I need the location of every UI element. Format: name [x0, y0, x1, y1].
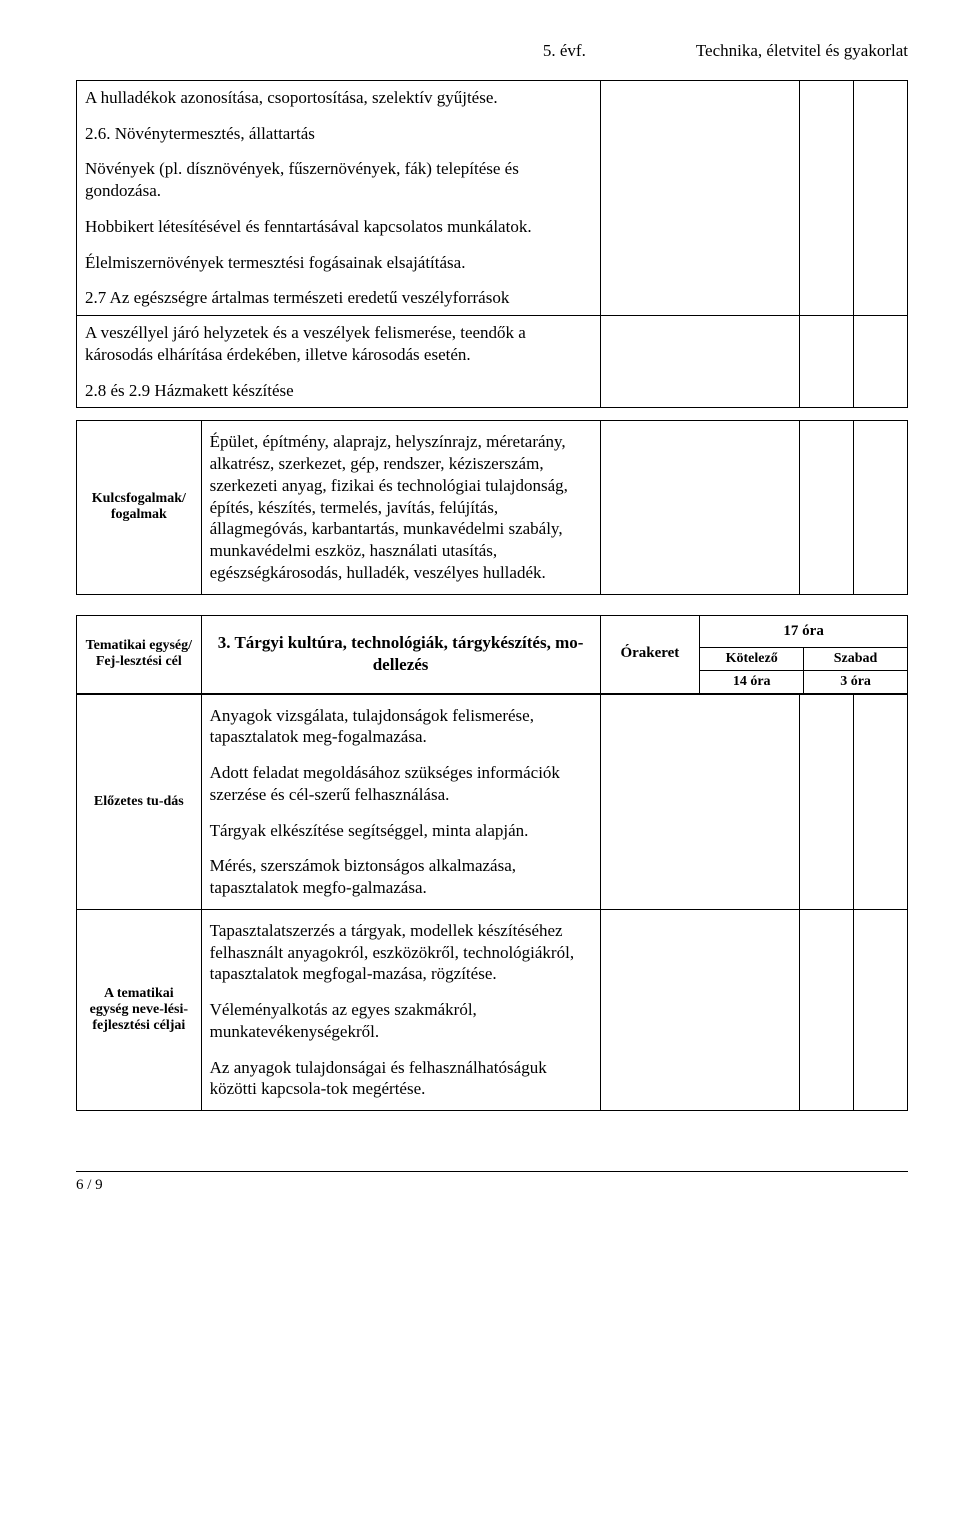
page-number: 6 / 9 [76, 1176, 908, 1195]
block1-p6: 2.7 Az egészségre ártalmas természeti er… [85, 287, 592, 309]
celok-p3: Az anyagok tulajdonságai és felhasználha… [210, 1057, 592, 1101]
elozetes-text: Anyagok vizsgálata, tulajdonságok felism… [201, 694, 600, 909]
keyconcepts-table: Kulcsfogalmak/ fogalmak Épület, építmény… [76, 420, 908, 594]
elozetes-table: Előzetes tu-dás Anyagok vizsgálata, tula… [76, 694, 908, 1112]
elozetes-p3: Tárgyak elkészítése segítséggel, minta a… [210, 820, 592, 842]
empty-cell [799, 421, 853, 594]
block1-p1: A hulladékok azonosítása, csoportosítása… [85, 87, 592, 109]
elozetes-label: Előzetes tu-dás [77, 694, 202, 909]
empty-cell [799, 80, 853, 315]
header-grade: 5. évf. [543, 40, 586, 62]
block2-p2: 2.8 és 2.9 Házmakett készítése [85, 380, 592, 402]
tematikai-szabad-val: 3 óra [804, 670, 908, 693]
page-footer: 6 / 9 [76, 1171, 908, 1195]
empty-cell [600, 694, 799, 909]
block1-p2: 2.6. Növénytermesztés, állattartás [85, 123, 592, 145]
tematikai-total-hours: 17 óra [700, 615, 908, 647]
tematikai-header-table: Tematikai egység/ Fej-lesztési cél 3. Tá… [76, 615, 908, 694]
elozetes-p2: Adott feladat megoldásához szükséges inf… [210, 762, 592, 806]
tematikai-kotelezo-label: Kötelező [700, 647, 804, 670]
keyconcepts-text: Épület, építmény, alaprajz, helyszínrajz… [201, 421, 600, 594]
celok-p2: Véleményalkotás az egyes szakmákról, mun… [210, 999, 592, 1043]
empty-cell [600, 80, 799, 315]
empty-cell [799, 909, 853, 1110]
block1-p4: Hobbikert létesítésével és fenntartásáva… [85, 216, 592, 238]
tematikai-szabad-label: Szabad [804, 647, 908, 670]
empty-cell [600, 316, 799, 408]
header-subject: Technika, életvitel és gyakorlat [696, 40, 908, 62]
empty-cell [799, 316, 853, 408]
tematikai-label: Tematikai egység/ Fej-lesztési cél [77, 615, 202, 693]
block1-p3: Növények (pl. dísznövények, fűszernövény… [85, 158, 592, 202]
empty-cell [853, 421, 907, 594]
elozetes-p1: Anyagok vizsgálata, tulajdonságok felism… [210, 705, 592, 749]
content-table-1: A hulladékok azonosítása, csoportosítása… [76, 80, 908, 409]
footer-divider [76, 1171, 908, 1172]
empty-cell [799, 694, 853, 909]
page-header: 5. évf. Technika, életvitel és gyakorlat [76, 40, 908, 62]
empty-cell [600, 421, 799, 594]
block2-cell: A veszéllyel járó helyzetek és a veszély… [77, 316, 601, 408]
celok-text: Tapasztalatszerzés a tárgyak, modellek k… [201, 909, 600, 1110]
empty-cell [600, 909, 799, 1110]
celok-label: A tematikai egység neve-lési-fejlesztési… [77, 909, 202, 1110]
empty-cell [853, 316, 907, 408]
empty-cell [853, 80, 907, 315]
elozetes-p4: Mérés, szerszámok biztonságos alkalmazás… [210, 855, 592, 899]
empty-cell [853, 909, 907, 1110]
empty-cell [853, 694, 907, 909]
tematikai-title: 3. Tárgyi kultúra, technológiák, tárgyké… [201, 615, 600, 693]
celok-p1: Tapasztalatszerzés a tárgyak, modellek k… [210, 920, 592, 985]
keyconcepts-label: Kulcsfogalmak/ fogalmak [77, 421, 202, 594]
tematikai-orakeret: Órakeret [600, 615, 700, 693]
block2-p1: A veszéllyel járó helyzetek és a veszély… [85, 322, 592, 366]
block1-p5: Élelmiszernövények termesztési fogásaina… [85, 252, 592, 274]
block1-cell: A hulladékok azonosítása, csoportosítása… [77, 80, 601, 315]
tematikai-kotelezo-val: 14 óra [700, 670, 804, 693]
